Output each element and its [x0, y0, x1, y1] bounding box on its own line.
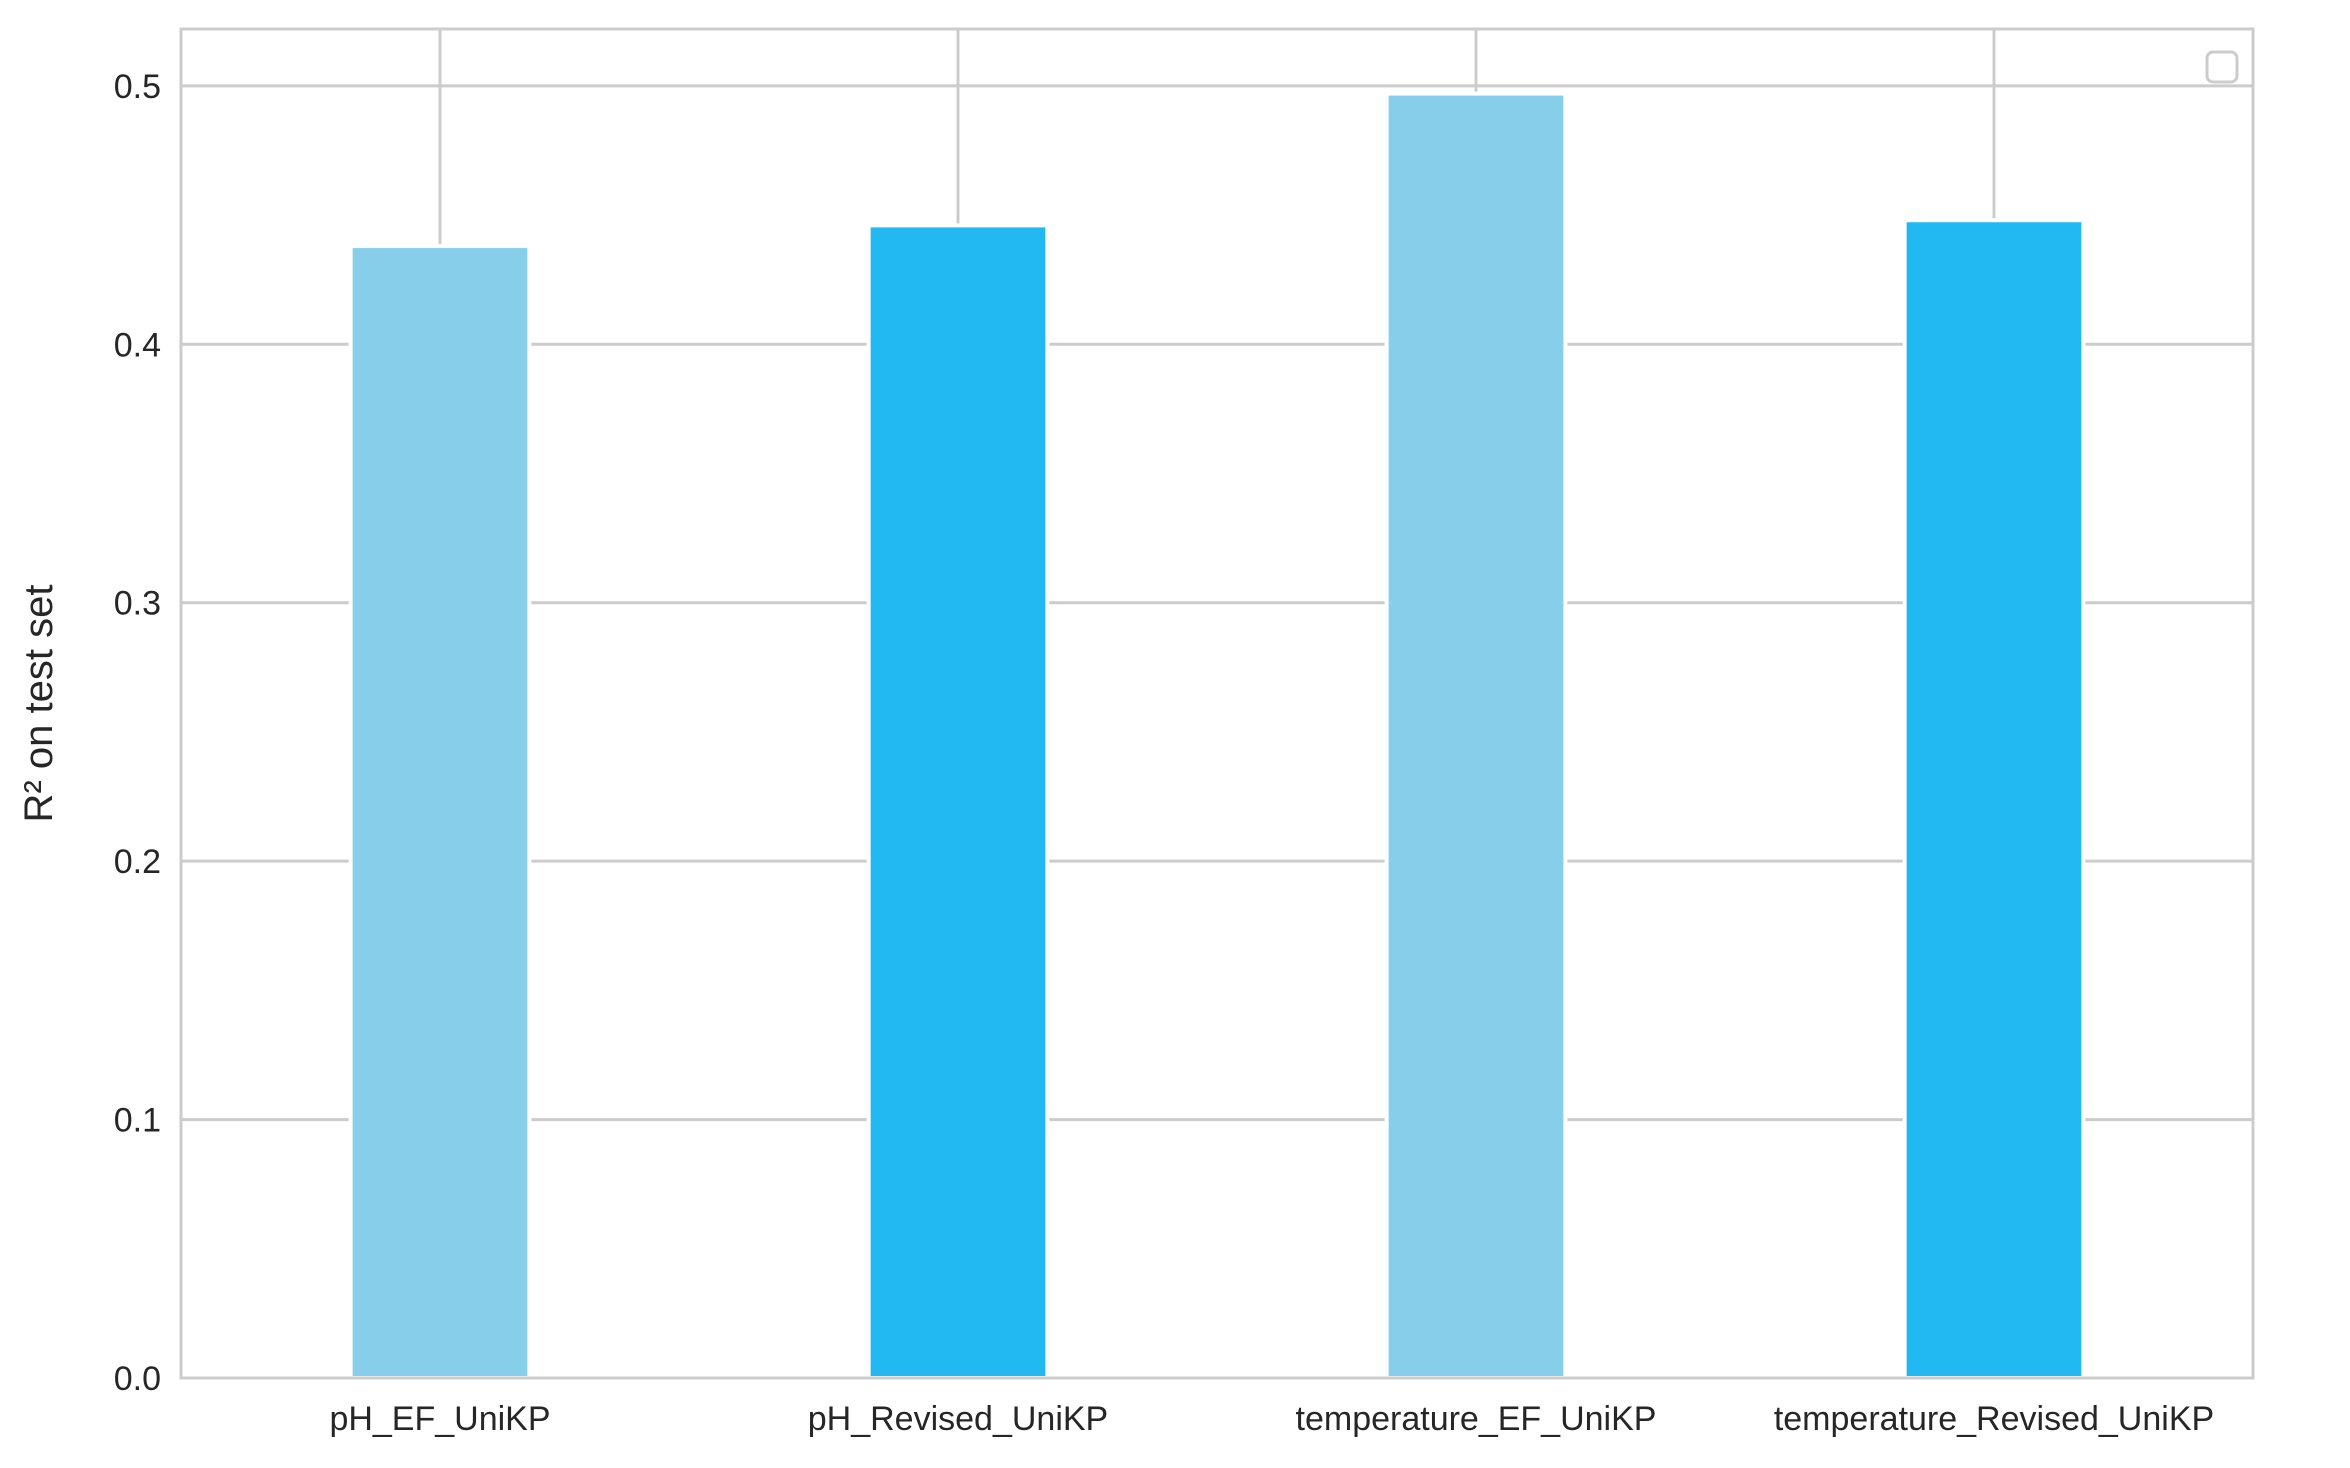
y-tick-label: 0.3	[114, 585, 161, 623]
x-tick-label: temperature_Revised_UniKP	[1774, 1400, 2214, 1438]
y-tick-labels: 0.0 0.1 0.2 0.3 0.4 0.5	[114, 68, 161, 1398]
y-axis-label: R² on test set	[17, 585, 61, 823]
legend-box	[2205, 50, 2239, 84]
y-tick-label: 0.5	[114, 68, 161, 106]
x-tick-label: pH_EF_UniKP	[329, 1400, 550, 1438]
y-tick-label: 0.0	[114, 1360, 161, 1398]
x-tick-label: pH_Revised_UniKP	[808, 1400, 1109, 1438]
bar-temperature_EF_UniKP	[1384, 91, 1568, 1380]
plot-frame	[179, 27, 2255, 1380]
y-tick-label: 0.2	[114, 843, 161, 881]
bar-pH_EF_UniKP	[348, 244, 532, 1381]
bar-pH_Revised_UniKP	[866, 223, 1050, 1380]
y-tick-label: 0.4	[114, 326, 161, 364]
bars	[348, 91, 2086, 1381]
y-tick-label: 0.1	[114, 1102, 161, 1140]
bar-temperature_Revised_UniKP	[1902, 218, 2086, 1380]
x-tick-labels: pH_EF_UniKP pH_Revised_UniKP temperature_E…	[329, 1400, 2214, 1438]
x-tick-label: temperature_EF_UniKP	[1296, 1400, 1657, 1438]
